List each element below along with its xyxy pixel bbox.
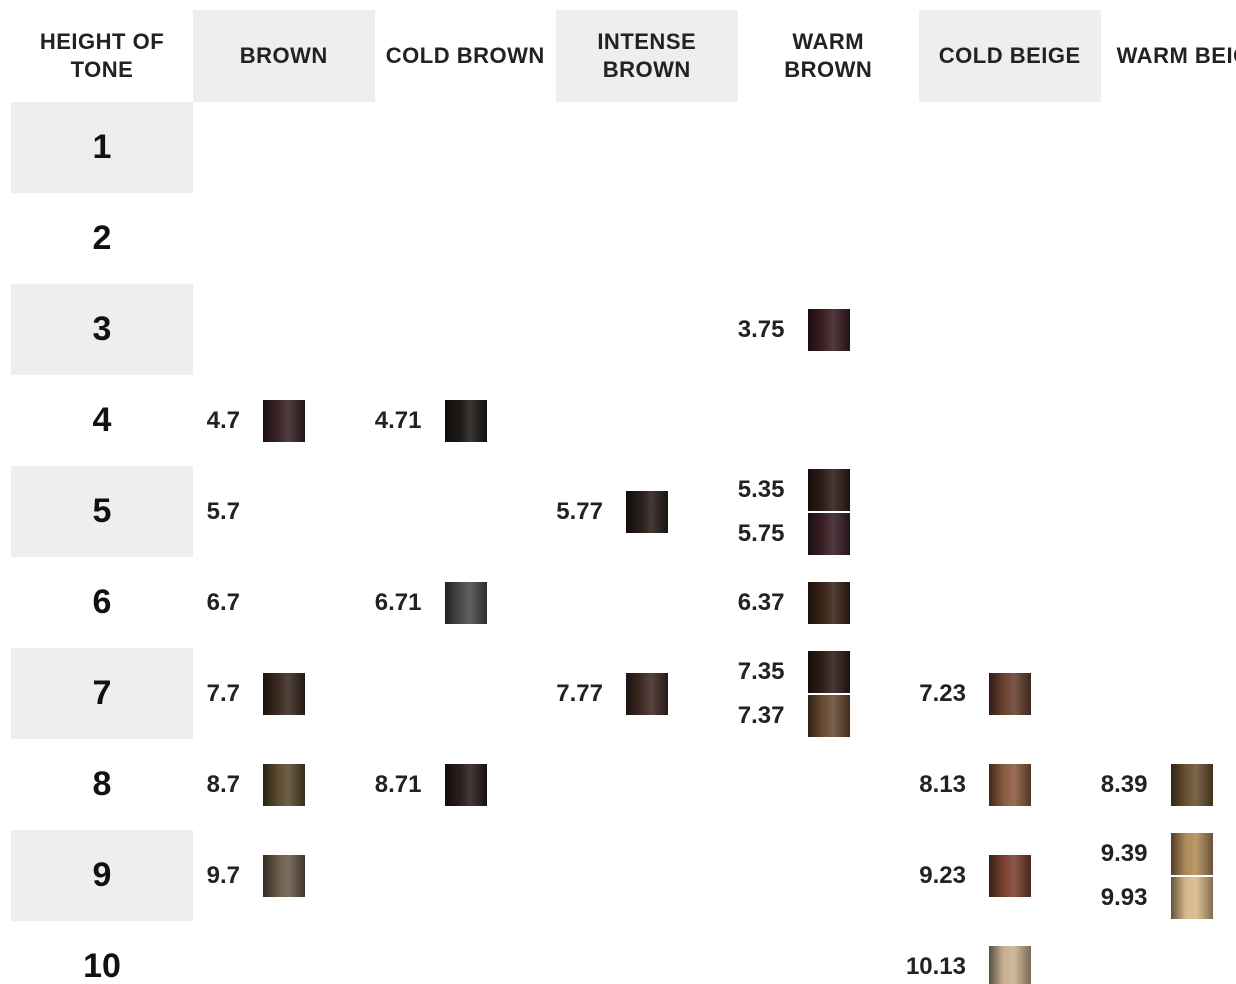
- shade-swatch: [807, 308, 850, 351]
- tone-number: 3: [11, 284, 193, 375]
- shade-code: 5.77: [556, 497, 603, 525]
- shade-code: 3.75: [737, 315, 785, 343]
- shade-code: 7.7: [206, 679, 240, 707]
- shade-code: 6.71: [374, 588, 422, 616]
- shade-code: 7.23: [919, 679, 966, 707]
- shade-code: 6.7: [206, 588, 240, 616]
- tone-number: 2: [92, 219, 112, 257]
- shade-swatch: [263, 672, 305, 715]
- shade-swatch: [263, 763, 305, 806]
- shade-code: 8.13: [919, 770, 966, 798]
- shade-code: 8.71: [374, 770, 422, 798]
- shade-code: 5.75: [737, 519, 785, 547]
- shade-swatch: [807, 468, 850, 511]
- shade-swatch: [626, 672, 668, 715]
- tone-number: 1: [11, 102, 193, 193]
- column-header: COLD BROWN: [385, 43, 545, 68]
- shade-code: 8.39: [1100, 770, 1148, 798]
- shade-code: 9.7: [206, 861, 240, 889]
- shade-code: 10.13: [905, 952, 966, 980]
- shade-swatch: [444, 581, 487, 624]
- shade-swatch: [1170, 832, 1213, 875]
- shade-code: 7.35: [737, 657, 785, 685]
- shade-swatch: [807, 650, 850, 693]
- shade-swatch: [626, 490, 668, 533]
- shade-swatch: [989, 672, 1031, 715]
- column-header: WARM BEIGE: [1116, 43, 1236, 68]
- column-header: INTENSE BROWN: [556, 10, 738, 102]
- shade-code: 5.7: [206, 497, 240, 525]
- shade-swatch: [263, 399, 305, 442]
- shade-code: 9.23: [919, 861, 966, 889]
- shade-code: 4.7: [206, 406, 240, 434]
- shade-swatch: [807, 581, 850, 624]
- shade-swatch: [263, 854, 305, 897]
- shade-code: 8.7: [206, 770, 240, 798]
- shade-swatch: [1170, 763, 1213, 806]
- shade-code: 7.37: [737, 701, 785, 729]
- shade-swatch: [989, 854, 1031, 897]
- shade-swatch: [989, 945, 1031, 984]
- shade-code: 9.39: [1100, 839, 1148, 867]
- tone-number: 6: [92, 583, 112, 621]
- tone-number: 7: [11, 648, 193, 739]
- tone-number: 9: [11, 830, 193, 921]
- column-header: WARM BROWN: [784, 29, 873, 82]
- shade-code: 6.37: [737, 588, 785, 616]
- shade-swatch: [444, 399, 487, 442]
- shade-code: 5.35: [737, 475, 785, 503]
- shade-code: 9.93: [1100, 883, 1148, 911]
- tone-number: 8: [92, 765, 112, 803]
- shade-code: 4.71: [374, 406, 422, 434]
- shade-swatch: [1170, 876, 1213, 919]
- shade-code: 7.77: [556, 679, 603, 707]
- tone-number: 5: [11, 466, 193, 557]
- shade-swatch: [989, 763, 1031, 806]
- tone-header: HEIGHT OF TONE: [39, 29, 165, 82]
- shade-swatch: [444, 763, 487, 806]
- column-header: BROWN: [193, 10, 375, 102]
- column-header: COLD BEIGE: [919, 10, 1101, 102]
- shade-swatch: [807, 512, 850, 555]
- tone-number: 10: [83, 947, 121, 984]
- shade-swatch: [807, 694, 850, 737]
- tone-number: 4: [92, 401, 112, 439]
